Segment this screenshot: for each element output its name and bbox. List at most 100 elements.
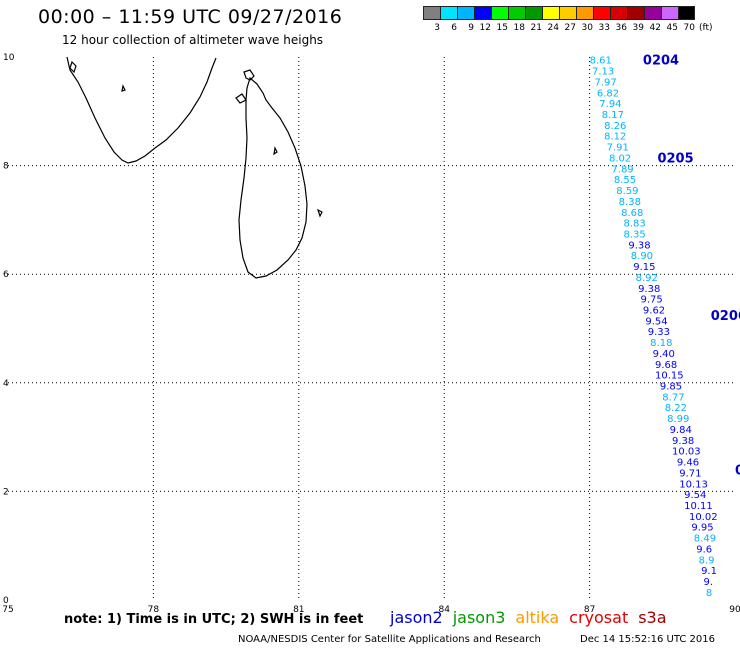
- legend-label: 15: [496, 23, 508, 33]
- legend-swatch: [559, 6, 576, 20]
- swh-value: 9.84: [670, 425, 692, 436]
- satellite-name: jason3: [452, 608, 506, 627]
- latitude-tick-label: 0: [3, 596, 9, 606]
- swh-value: 8.55: [614, 175, 636, 186]
- legend-label: 39: [632, 23, 644, 33]
- island-detail-1: [273, 146, 278, 156]
- latitude-tick-label: 6: [3, 270, 9, 280]
- longitude-tick-label: 87: [584, 605, 595, 615]
- swh-value: 9.15: [633, 262, 655, 273]
- legend-label: 36: [615, 23, 627, 33]
- render-timestamp: Dec 14 15:52:16 UTC 2016: [580, 634, 715, 645]
- swh-value: 7.97: [594, 77, 616, 88]
- swh-value: 8.59: [616, 186, 638, 197]
- swh-value: 10.03: [672, 447, 701, 458]
- legend-swatch: [440, 6, 457, 20]
- legend-swatch: [644, 6, 661, 20]
- pass-time-label: 0: [735, 464, 740, 479]
- swh-value: 9.85: [660, 382, 682, 393]
- swh-value: 8.49: [694, 534, 716, 545]
- india-inlet: [69, 60, 77, 74]
- legend-swatch: [423, 6, 440, 20]
- swh-value: 9.62: [643, 305, 665, 316]
- coastline: [66, 56, 323, 279]
- legend-label: 12: [479, 23, 491, 33]
- longitude-tick-label: 78: [148, 605, 160, 615]
- legend-label: 42: [649, 23, 661, 33]
- legend-swatches: [423, 6, 740, 20]
- map-grid: 75 78 81 84 87 90 0 2 4 6 8 10: [2, 53, 740, 615]
- longitude-tick-label: 81: [293, 605, 304, 615]
- latitude-tick-label: 8: [3, 162, 9, 172]
- swh-value: 8.18: [650, 338, 672, 349]
- swh-value: 9.: [703, 577, 713, 588]
- latitude-tick-label: 2: [3, 487, 9, 497]
- latitude-tick-label: 4: [3, 379, 9, 389]
- swh-value: 8.38: [619, 197, 641, 208]
- swh-value: 9.54: [645, 316, 667, 327]
- swh-value: 9.71: [679, 468, 701, 479]
- legend-swatch: [661, 6, 678, 20]
- map-subtitle: 12 hour collection of altimeter wave hei…: [62, 33, 324, 47]
- swh-value: 8.92: [636, 273, 658, 284]
- legend-labels: 3 6 9 12 15 18 21 24 27 30 33 36 39 42 45 70 (ft): [423, 23, 740, 33]
- swh-value: 9.95: [691, 523, 713, 534]
- legend-swatch: [525, 6, 542, 20]
- legend-label: 27: [564, 23, 576, 33]
- legend-label: 33: [598, 23, 610, 33]
- swh-value: 9.38: [638, 284, 660, 295]
- color-legend: 3 6 9 12 15 18 21 24 27 30 33 36 39 42 45 70 (ft): [423, 6, 740, 34]
- latitude-tick-label: 10: [3, 53, 15, 63]
- footnote: note: 1) Time is in UTC; 2) SWH is in fe…: [64, 612, 364, 627]
- legend-label: 70: [683, 23, 695, 33]
- legend-label: 21: [530, 23, 542, 33]
- legend-label: 30: [581, 23, 593, 33]
- mannar-island: [235, 93, 247, 104]
- legend-label: 45: [666, 23, 678, 33]
- swh-value: 7.91: [607, 143, 629, 154]
- swh-value: 9.38: [628, 240, 650, 251]
- swh-value: 8.02: [609, 153, 631, 164]
- swh-value: 10.11: [684, 501, 713, 512]
- swh-value: 8.12: [604, 132, 626, 143]
- swh-value: 8.99: [667, 414, 689, 425]
- swh-value: 8.61: [590, 56, 612, 67]
- jaffna-detail: [243, 69, 255, 81]
- india-coastline: [66, 56, 217, 164]
- satellite-name: altika: [515, 608, 560, 627]
- island-detail-2: [316, 208, 323, 218]
- longitude-tick-label: 75: [2, 605, 13, 615]
- legend-swatch: [678, 6, 695, 20]
- pass-time-label: 0205: [657, 151, 693, 166]
- longitude-tick-label: 90: [729, 605, 740, 615]
- legend-swatch: [508, 6, 525, 20]
- swh-value: 9.40: [653, 349, 675, 360]
- legend-label: 3: [434, 23, 440, 33]
- swh-value: 7.89: [611, 164, 633, 175]
- swh-value: 9.6: [696, 544, 712, 555]
- swh-value: 9.46: [677, 458, 699, 469]
- legend-swatch: [474, 6, 491, 20]
- swh-value: 8.26: [604, 121, 626, 132]
- pass-labels: 0204 0205 0206 0: [643, 54, 740, 479]
- swh-value: 9.1: [701, 566, 717, 577]
- swh-value: 7.13: [592, 67, 614, 78]
- swh-value: 8.68: [621, 208, 643, 219]
- swh-value: 8.35: [624, 229, 646, 240]
- swh-value: 7.94: [599, 99, 621, 110]
- legend-label: 6: [451, 23, 457, 33]
- satellite-name: s3a: [638, 608, 667, 627]
- legend-swatch: [593, 6, 610, 20]
- pass-time-label: 0206: [711, 309, 740, 324]
- swh-value: 10.13: [679, 479, 708, 490]
- legend-swatch: [457, 6, 474, 20]
- swh-value: 9.54: [684, 490, 706, 501]
- legend-label: 24: [547, 23, 559, 33]
- swh-value: 6.82: [597, 88, 619, 99]
- credit-text: NOAA/NESDIS Center for Satellite Applica…: [238, 634, 541, 645]
- swh-value: 8.22: [665, 403, 687, 414]
- satellite-name: jason2: [390, 608, 443, 627]
- swh-value: 10.15: [655, 371, 684, 382]
- legend-swatch: [627, 6, 644, 20]
